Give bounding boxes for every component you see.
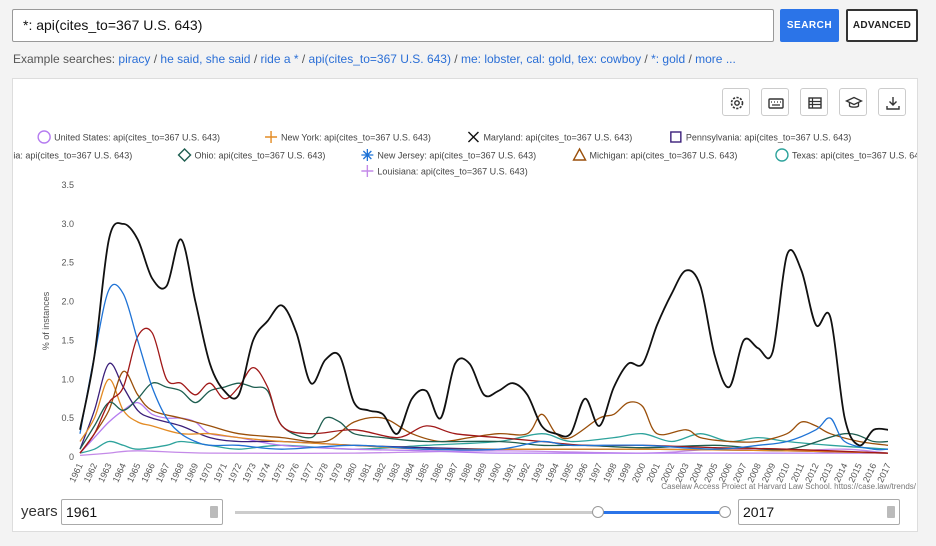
y-tick-label: 3.5 <box>61 180 74 190</box>
example-link[interactable]: piracy <box>118 52 151 66</box>
legend-label: Louisiana: api(cites_to=367 U.S. 643) <box>377 167 527 177</box>
legend-marker <box>37 130 51 144</box>
download-icon <box>886 97 900 110</box>
keyboard-icon <box>768 98 784 109</box>
y-tick-label: 2.5 <box>61 258 74 268</box>
settings-button[interactable] <box>722 88 750 116</box>
legend-item: Louisiana: api(cites_to=367 U.S. 643) <box>361 165 528 177</box>
legend-label: United States: api(cites_to=367 U.S. 643… <box>54 133 220 143</box>
legend-label: Pennsylvania: api(cites_to=367 U.S. 643) <box>686 133 851 143</box>
citation-button[interactable] <box>839 88 867 116</box>
legend-label: Texas: api(cites_to=367 U.S. 643) <box>792 151 917 161</box>
legend-marker <box>361 149 374 161</box>
y-tick-label: 3.0 <box>61 219 74 229</box>
gear-icon <box>730 96 744 110</box>
legend-marker <box>467 131 479 143</box>
example-searches: Example searches: piracy / he said, she … <box>13 52 736 66</box>
legend-label: New Jersey: api(cites_to=367 U.S. 643) <box>377 151 536 161</box>
legend-label: New York: api(cites_to=367 U.S. 643) <box>281 133 431 143</box>
advanced-button[interactable]: ADVANCED <box>846 9 918 42</box>
y-tick-label: 2.0 <box>61 297 74 307</box>
legend-marker <box>265 131 278 143</box>
example-link[interactable]: me: lobster, cal: gold, tex: cowboy <box>460 52 642 66</box>
series-line <box>79 378 889 454</box>
table-view-button[interactable] <box>800 88 828 116</box>
slider-start-handle[interactable] <box>592 506 604 518</box>
start-year-input[interactable]: 1961 <box>61 499 223 525</box>
spinner-icon[interactable] <box>887 506 895 518</box>
legend-label: Maryland: api(cites_to=367 U.S. 643) <box>483 133 632 143</box>
chart-panel: United States: api(cites_to=367 U.S. 643… <box>12 78 918 532</box>
example-link[interactable]: he said, she said <box>160 52 251 66</box>
search-button[interactable]: SEARCH <box>780 9 839 42</box>
y-tick-label: 0.5 <box>61 413 74 423</box>
legend-marker <box>670 131 682 143</box>
legend-label: Michigan: api(cites_to=367 U.S. 643) <box>590 151 738 161</box>
end-year-value: 2017 <box>743 504 775 520</box>
y-tick-label: 1.0 <box>61 374 74 384</box>
y-tick-label: 0 <box>69 452 74 462</box>
example-link[interactable]: *: gold <box>651 52 686 66</box>
legend-marker <box>177 148 192 162</box>
legend-item: Maryland: api(cites_to=367 U.S. 643) <box>467 131 632 143</box>
legend-label: California: api(cites_to=367 U.S. 643) <box>13 151 132 161</box>
series-line <box>79 283 889 451</box>
legend-item: Ohio: api(cites_to=367 U.S. 643) <box>177 148 326 162</box>
legend-label: Ohio: api(cites_to=367 U.S. 643) <box>195 151 326 161</box>
year-slider-range <box>599 511 725 514</box>
x-tick-label: 2010 <box>774 462 792 484</box>
search-input[interactable]: *: api(cites_to=367 U.S. 643) <box>12 9 774 42</box>
legend-item: New York: api(cites_to=367 U.S. 643) <box>265 131 431 143</box>
x-tick-label: 2017 <box>875 462 893 484</box>
slider-end-handle[interactable] <box>719 506 731 518</box>
legend-item: California: api(cites_to=367 U.S. 643) <box>13 151 132 161</box>
more-examples-link[interactable]: more ... <box>695 52 736 66</box>
legend-item: Pennsylvania: api(cites_to=367 U.S. 643) <box>670 131 851 143</box>
y-axis-label: % of instances <box>41 291 51 350</box>
chart-credit: Caselaw Access Project at Harvard Law Sc… <box>661 482 917 489</box>
table-icon <box>808 97 822 109</box>
legend-item: New Jersey: api(cites_to=367 U.S. 643) <box>361 149 536 161</box>
legend-item: Texas: api(cites_to=367 U.S. 643) <box>775 148 917 162</box>
legend-marker <box>775 148 789 162</box>
end-year-input[interactable]: 2017 <box>738 499 900 525</box>
legend-marker <box>572 147 587 161</box>
download-button[interactable] <box>878 88 906 116</box>
line-chart: United States: api(cites_to=367 U.S. 643… <box>13 130 917 489</box>
start-year-value: 1961 <box>66 504 98 520</box>
legend-marker <box>361 165 374 177</box>
year-slider-track[interactable] <box>235 511 725 514</box>
example-link[interactable]: ride a * <box>260 52 299 66</box>
keyboard-button[interactable] <box>761 88 789 116</box>
series-line <box>79 401 888 454</box>
legend-item: Michigan: api(cites_to=367 U.S. 643) <box>572 147 738 161</box>
series-line <box>79 222 889 447</box>
series-line <box>79 382 889 451</box>
legend-item: United States: api(cites_to=367 U.S. 643… <box>37 130 220 144</box>
spinner-icon[interactable] <box>210 506 218 518</box>
example-link[interactable]: api(cites_to=367 U.S. 643) <box>308 52 451 66</box>
series-line <box>79 370 889 454</box>
years-label: years <box>21 503 58 520</box>
example-searches-label: Example searches: <box>13 52 116 66</box>
graduation-cap-icon <box>845 96 863 108</box>
y-tick-label: 1.5 <box>61 335 74 345</box>
